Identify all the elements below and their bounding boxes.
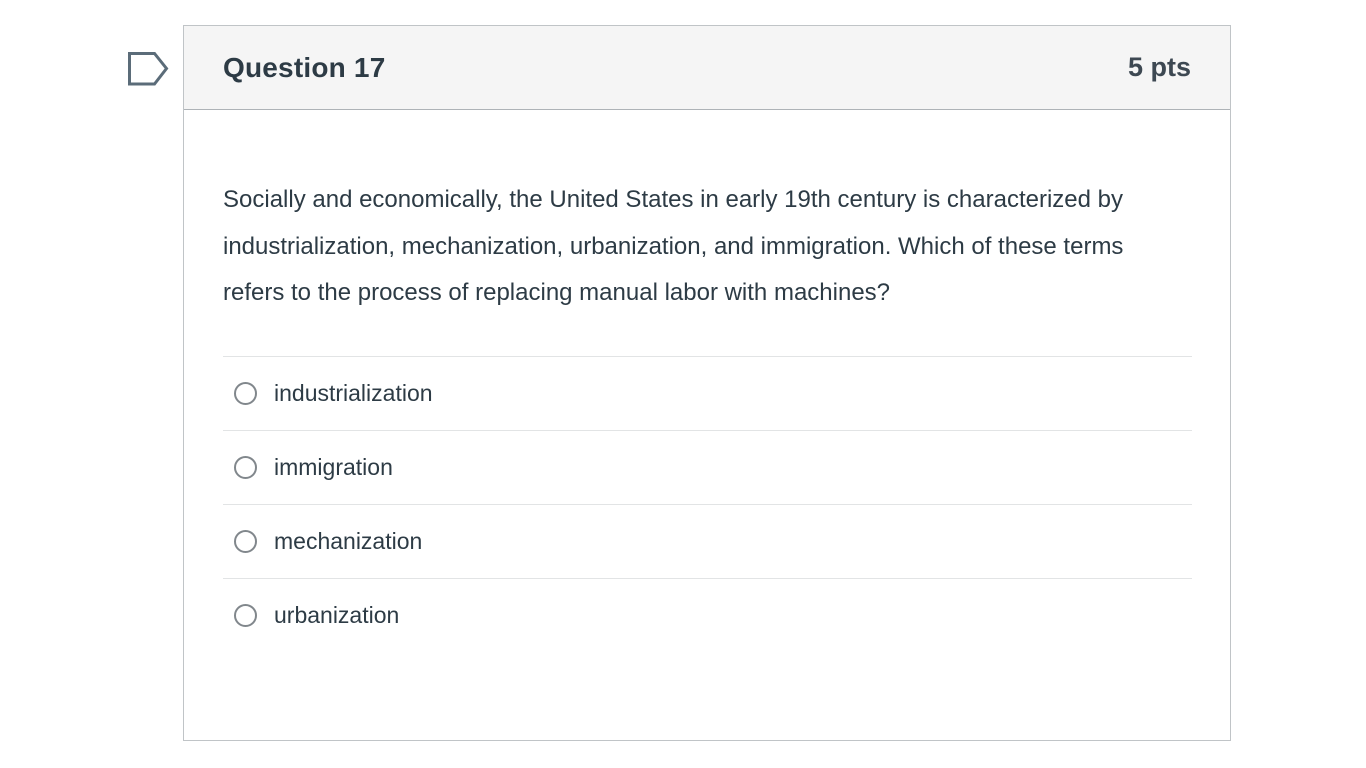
flag-bookmark-icon [126,50,170,88]
radio-button[interactable] [234,529,257,553]
answer-option-row[interactable]: mechanization [223,503,1192,578]
radio-button[interactable] [234,603,257,627]
answer-option-label: immigration [274,453,393,480]
answer-option-row[interactable]: industrialization [223,355,1192,430]
answer-option-label: industrialization [274,379,433,406]
flag-question-button[interactable] [126,50,170,88]
question-title: Question 17 [223,51,386,83]
answer-option-row[interactable]: immigration [223,429,1192,504]
question-body: Socially and economically, the United St… [184,177,1230,652]
answer-options: industrialization immigration mechanizat… [223,355,1192,652]
radio-button[interactable] [234,455,257,479]
answer-option-row[interactable]: urbanization [223,577,1192,652]
answer-option-label: urbanization [274,601,400,628]
question-header: Question 17 5 pts [184,26,1230,110]
question-card: Question 17 5 pts Socially and economica… [183,25,1231,741]
radio-button[interactable] [234,381,257,405]
answer-option-label: mechanization [274,527,423,554]
question-text: Socially and economically, the United St… [223,186,1124,306]
question-points: 5 pts [1127,52,1191,82]
